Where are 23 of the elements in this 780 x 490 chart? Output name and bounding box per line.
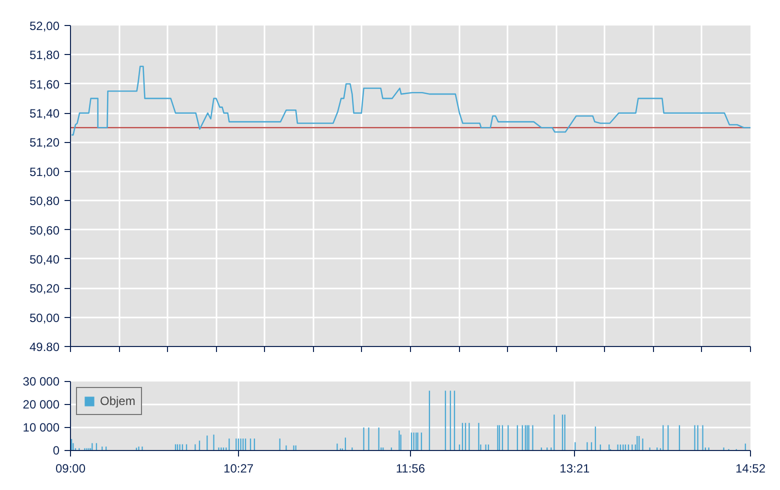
legend-label: Objem [100,394,136,408]
y-tick-label: 0 [52,444,60,458]
x-tick-label: 11:56 [396,462,426,476]
y-tick-label: 52,00 [29,19,60,33]
y-tick-label: 30 000 [22,374,60,388]
y-tick-label: 49.80 [29,340,60,354]
y-tick-label: 50,20 [29,282,60,296]
x-tick-label: 14:52 [735,462,766,476]
y-tick-label: 50,60 [29,223,60,238]
x-tick-label: 09:00 [55,462,86,476]
y-tick-label: 50,80 [29,194,60,208]
y-tick-label: 51,20 [29,136,60,150]
x-tick-label: 13:21 [560,462,590,476]
y-tick-label: 10 000 [22,420,60,434]
y-tick-label: 51,40 [29,106,60,121]
y-tick-label: 51,60 [29,77,60,92]
x-tick-label: 10:27 [224,462,254,476]
y-tick-label: 51,00 [29,164,60,179]
line-series [70,66,750,136]
y-tick-label: 20 000 [22,398,60,412]
y-tick-label: 51,80 [29,48,60,62]
y-tick-label: 50,40 [29,252,60,266]
y-tick-label: 50,00 [29,310,60,325]
